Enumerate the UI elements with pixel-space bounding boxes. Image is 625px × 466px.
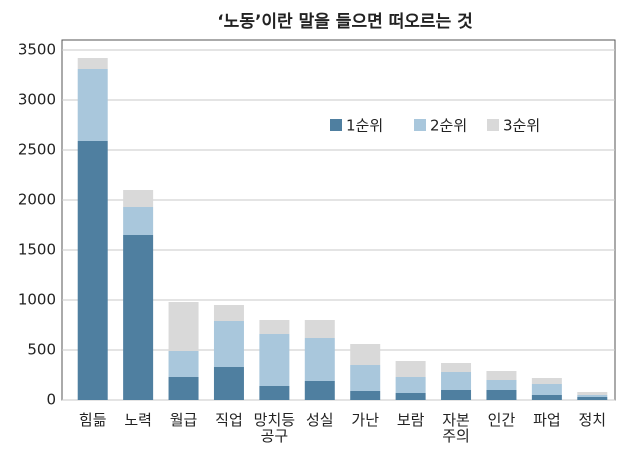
bar-segment [395, 377, 426, 393]
y-tick-label: 3000 [18, 91, 56, 109]
y-tick-label: 1500 [18, 241, 56, 259]
chart-title: ‘노동’이란 말을 들으면 떠오르는 것 [217, 11, 473, 32]
bar-segment [259, 386, 290, 400]
bar-segment [304, 338, 335, 381]
legend-label: 3순위 [503, 117, 540, 135]
x-tick-label: 파업 [533, 411, 561, 429]
bar-segment [259, 320, 290, 334]
bar-segment [441, 363, 472, 372]
legend-box [305, 111, 555, 141]
bar-segment [486, 371, 517, 380]
bar-segment [77, 141, 108, 400]
legend-swatch [414, 119, 426, 131]
legend-label: 1순위 [346, 117, 383, 135]
legend: 1순위 2순위 3순위 [305, 111, 555, 141]
x-tick-label: 보람 [396, 411, 425, 429]
x-tick-label: 가난 [351, 411, 379, 429]
bar-segment [304, 381, 335, 400]
bar-segment [168, 377, 199, 400]
x-tick-label: 망치등 공구 [253, 411, 296, 445]
y-tick-label: 2000 [18, 191, 56, 209]
bar-segment [77, 69, 108, 141]
y-tick-label: 500 [27, 341, 56, 359]
x-tick-label: 힘듦 [78, 411, 107, 429]
bar-segment [77, 58, 108, 69]
bar-segment [531, 378, 562, 384]
bar-segment [486, 390, 517, 400]
y-tick-label: 0 [46, 391, 56, 409]
bar-segment [168, 351, 199, 377]
legend-swatch [487, 119, 499, 131]
y-tick-label: 2500 [18, 141, 56, 159]
bar-segment [123, 207, 154, 235]
legend-swatch [330, 119, 342, 131]
x-tick-label: 월급 [169, 411, 198, 429]
y-tick-label: 1000 [18, 291, 56, 309]
bar-segment [577, 395, 608, 397]
bar-segment [213, 305, 244, 321]
x-tick-label: 인간 [487, 411, 516, 429]
bar-segment [395, 393, 426, 400]
bar-segment [213, 321, 244, 367]
bar-segment [577, 397, 608, 400]
x-tick-label: 노력 [124, 411, 152, 429]
bar-segment [213, 367, 244, 400]
bar-segment [123, 190, 154, 207]
bar-segment [441, 372, 472, 390]
bar-segment [123, 235, 154, 400]
bar-segment [395, 361, 426, 377]
x-tick-label: 성실 [305, 411, 334, 429]
x-tick-label: 정치 [578, 411, 607, 429]
bar-segment [531, 384, 562, 395]
bar-segment [531, 395, 562, 400]
y-tick-label: 3500 [18, 41, 56, 59]
bar-segment [350, 365, 381, 391]
bar-segment [259, 334, 290, 386]
bar-segment [350, 391, 381, 400]
bar-segment [350, 344, 381, 365]
bar-segment [168, 302, 199, 351]
bar-segment [304, 320, 335, 338]
bar-segment [486, 380, 517, 390]
bar-segment [577, 392, 608, 395]
x-tick-label: 자본 주의 [442, 411, 470, 445]
legend-label: 2순위 [430, 117, 467, 135]
bar-segment [441, 390, 472, 400]
x-tick-label: 직업 [215, 411, 243, 429]
